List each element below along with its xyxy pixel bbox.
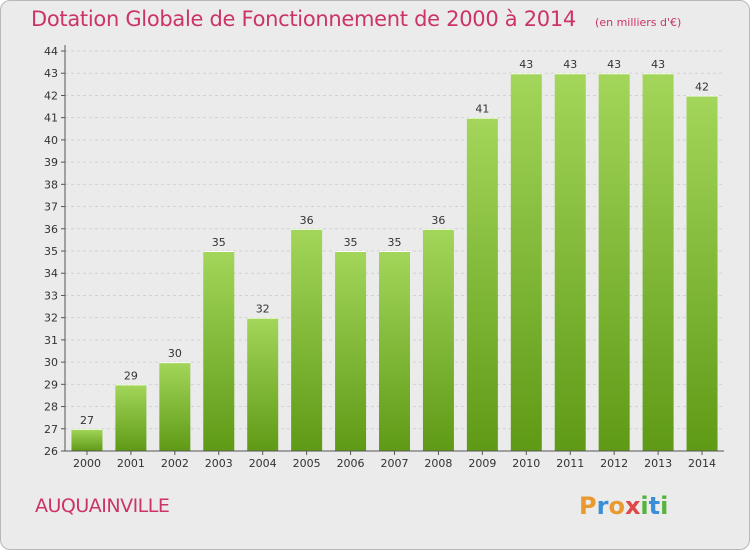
bar: [379, 251, 410, 451]
value-label: 36: [431, 214, 445, 227]
value-label: 32: [256, 303, 270, 316]
logo-letter: P: [579, 492, 597, 520]
y-tick-label: 34: [44, 267, 58, 280]
bar: [291, 228, 323, 451]
bar: [247, 317, 279, 451]
title-row: Dotation Globale de Fonctionnement de 20…: [31, 7, 681, 31]
y-tick-label: 43: [44, 67, 58, 80]
bar: [335, 251, 367, 451]
y-tick-label: 29: [44, 378, 58, 391]
value-label: 43: [651, 58, 665, 71]
y-tick-label: 33: [44, 289, 58, 302]
x-tick-label: 2008: [424, 457, 452, 470]
logo-letter: x: [624, 492, 641, 520]
x-tick-label: 2011: [556, 457, 584, 470]
y-tick-label: 31: [44, 334, 58, 347]
x-tick-label: 2002: [161, 457, 189, 470]
y-tick-label: 32: [44, 312, 58, 325]
x-tick-label: 2013: [644, 457, 672, 470]
x-tick-label: 2014: [688, 457, 716, 470]
x-tick-label: 2000: [73, 457, 101, 470]
x-tick-labels: 2000 2001 2002 2003 2004 2005 2006 2007 2008 2009…: [73, 451, 716, 470]
bar: [422, 228, 454, 451]
value-label: 43: [607, 58, 621, 71]
x-tick-label: 2009: [468, 457, 496, 470]
logo-letter: r: [596, 492, 609, 520]
bar: [510, 73, 542, 451]
y-tick-label: 41: [44, 112, 58, 125]
y-tick-label: 39: [44, 156, 58, 169]
y-tick-label: 26: [44, 445, 58, 458]
y-tick-label: 38: [44, 178, 58, 191]
logo-letter: i: [660, 492, 669, 520]
x-tick-label: 2005: [293, 457, 321, 470]
chart-subtitle: (en milliers d'€): [595, 16, 682, 29]
bars: [71, 73, 718, 452]
bar: [598, 73, 630, 451]
value-label: 35: [212, 236, 226, 249]
bar: [115, 384, 147, 451]
commune-name: AUQUAINVILLE: [35, 495, 170, 517]
y-tick-label: 44: [44, 45, 58, 58]
bar: [642, 73, 674, 451]
y-tick-label: 35: [44, 245, 58, 258]
x-tick-label: 2003: [205, 457, 233, 470]
value-labels: 27 29 30 35 32 36 35 35 36 41 43 43 43 43 42: [80, 58, 709, 427]
bar: [159, 362, 191, 451]
x-tick-label: 2012: [600, 457, 628, 470]
y-tick-label: 37: [44, 201, 58, 214]
y-tick-labels: 26 27 28 29 30 31 32 33 34 35 36 37 38 39 40 41 42 43 44: [44, 45, 58, 458]
x-tick-label: 2010: [512, 457, 540, 470]
logo-letter: o: [608, 492, 625, 520]
value-label: 35: [344, 236, 358, 249]
x-tick-label: 2001: [117, 457, 145, 470]
x-tick-label: 2006: [337, 457, 365, 470]
logo-letter: i: [640, 492, 649, 520]
value-label: 27: [80, 414, 94, 427]
value-label: 36: [300, 214, 314, 227]
x-tick-label: 2004: [249, 457, 277, 470]
proxiti-logo: Proxiti: [579, 492, 668, 520]
y-tick-label: 36: [44, 223, 58, 236]
bar: [71, 428, 103, 451]
y-tick-label: 27: [44, 423, 58, 436]
value-label: 29: [124, 369, 138, 382]
y-tick-label: 42: [44, 89, 58, 102]
value-label: 30: [168, 347, 182, 360]
y-tick-label: 30: [44, 356, 58, 369]
bar: [203, 251, 235, 451]
bar: [686, 95, 718, 451]
x-tick-label: 2007: [381, 457, 409, 470]
logo-letter: t: [648, 492, 661, 520]
y-tick-label: 40: [44, 134, 58, 147]
chart-title: Dotation Globale de Fonctionnement de 20…: [31, 7, 576, 31]
value-label: 43: [563, 58, 577, 71]
value-label: 35: [388, 236, 402, 249]
y-tick-label: 28: [44, 401, 58, 414]
bar: [554, 73, 586, 451]
bar: [466, 117, 498, 452]
value-label: 41: [475, 103, 489, 116]
value-label: 42: [695, 80, 709, 93]
value-label: 43: [519, 58, 533, 71]
